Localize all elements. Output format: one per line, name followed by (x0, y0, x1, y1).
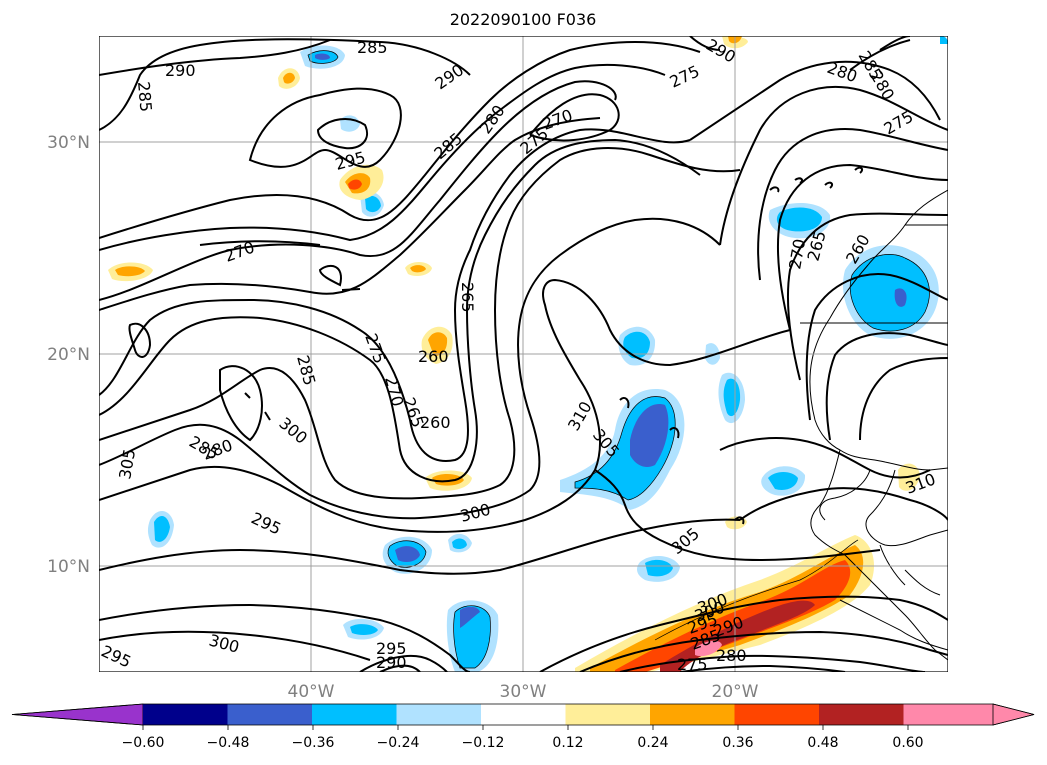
colorbar-tick-label: 0.36 (722, 735, 753, 751)
colorbar-swatch (312, 704, 397, 725)
contour-label: 285 (134, 81, 156, 113)
contour-lines (99, 36, 948, 672)
contour-label: 260 (420, 413, 451, 432)
colorbar-tick-label: −0.60 (122, 735, 165, 751)
colorbar-tick-label: 0.48 (807, 735, 838, 751)
lat-label-10n: 10°N (47, 557, 90, 577)
colorbar-swatch (650, 704, 735, 725)
colorbar-swatch (565, 704, 650, 725)
colorbar-tick-label: −0.48 (207, 735, 250, 751)
lon-label-30w: 30°W (500, 682, 547, 702)
colorbar-extend-max (992, 703, 1035, 726)
colorbar-swatch (143, 704, 228, 725)
contour-label: 290 (376, 653, 407, 672)
colorbar-swatch (819, 704, 904, 725)
contour-label: 265 (458, 282, 477, 313)
contour-label: 295 (376, 639, 407, 658)
colorbar-swatch (481, 704, 566, 725)
colorbar: −0.60 −0.48 −0.36 −0.24 −0.12 0.12 0.24 0.36 0.4… (11, 703, 1035, 751)
colorbar-tick-label: −0.24 (377, 735, 420, 751)
colorbar-swatch (227, 704, 312, 725)
map-panel: 290 285 290 285 280 275 270 295 270 265 … (99, 36, 948, 674)
figure-title: 2022090100 F036 (450, 10, 597, 29)
lat-label-20n: 20°N (47, 345, 90, 365)
contour-label: 280 (716, 646, 747, 665)
colorbar-tick-label: −0.36 (292, 735, 335, 751)
contour-label: 275 (677, 655, 708, 674)
lat-label-30n: 30°N (47, 133, 90, 153)
contour-label: 290 (165, 61, 196, 80)
axis-labels: 30°N 20°N 10°N 40°W 30°W 20°W (47, 133, 759, 702)
colorbar-swatch (903, 704, 993, 725)
colorbar-tick-label: 0.12 (552, 735, 583, 751)
colorbar-swatch (734, 704, 819, 725)
colorbar-tick-label: 0.60 (892, 735, 923, 751)
colorbar-swatch (396, 704, 481, 725)
colorbar-tick-label: −0.12 (462, 735, 505, 751)
lon-label-40w: 40°W (288, 682, 335, 702)
contour-label: 260 (418, 347, 449, 366)
contour-label: 285 (357, 38, 388, 57)
colorbar-tick-label: 0.24 (637, 735, 668, 751)
lon-label-20w: 20°W (712, 682, 759, 702)
colorbar-extend-min (11, 703, 144, 726)
